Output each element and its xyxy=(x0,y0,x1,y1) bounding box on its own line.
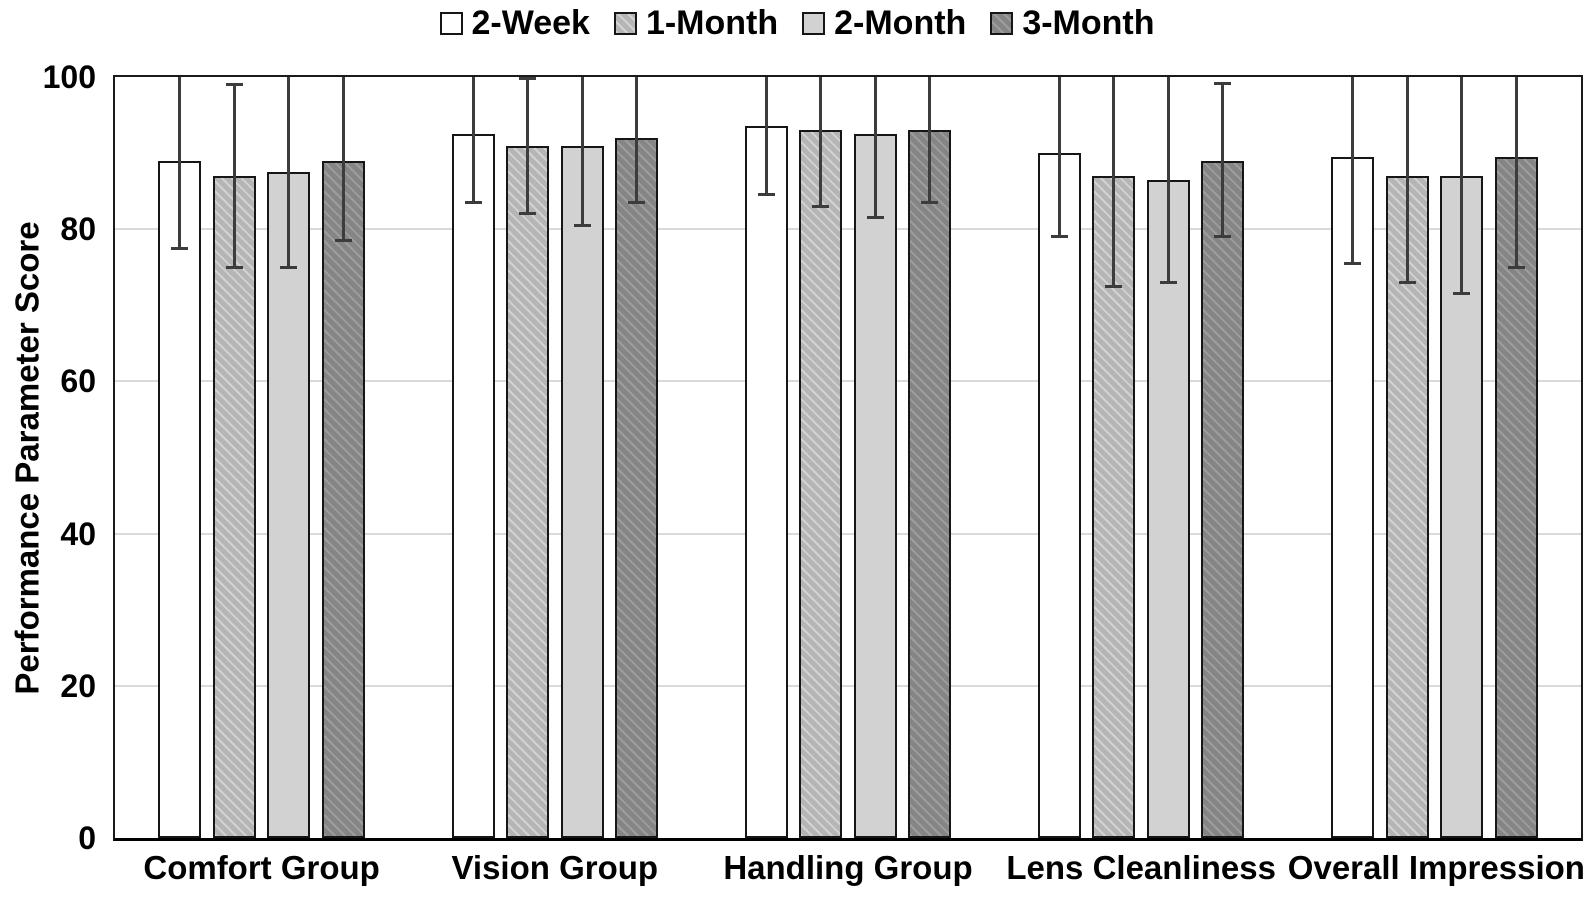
legend-label-1-month: 1-Month xyxy=(645,4,779,42)
error-cap-high-1-month-comfort-group xyxy=(225,83,243,87)
error-cap-low-3-month-lens-cleanliness xyxy=(1214,235,1232,239)
error-bar-3-month-lens-cleanliness xyxy=(1221,83,1225,237)
error-cap-high-1-month-vision-group xyxy=(519,77,537,81)
error-bar-1-month-handling-group xyxy=(819,77,823,207)
legend-item-2-week: 2-Week xyxy=(439,4,590,42)
error-bar-1-month-comfort-group xyxy=(232,84,236,268)
x-axis-label-overall-impression: Overall Impression xyxy=(1287,849,1585,886)
legend-item-2-month: 2-Month xyxy=(802,6,966,40)
error-bar-2-month-handling-group xyxy=(873,77,877,218)
bar-3-month-comfort-group xyxy=(321,160,365,838)
error-cap-low-2-week-comfort-group xyxy=(171,246,189,250)
error-bar-2-month-comfort-group xyxy=(287,77,291,268)
error-cap-low-3-month-handling-group xyxy=(921,201,939,205)
error-bar-2-month-vision-group xyxy=(580,77,584,226)
legend-label-2-week: 2-Week xyxy=(471,4,590,42)
error-cap-low-1-month-lens-cleanliness xyxy=(1105,284,1123,288)
bar-2-week-overall-impression xyxy=(1331,156,1375,838)
legend-item-1-month: 1-Month xyxy=(613,4,779,42)
error-cap-low-2-week-overall-impression xyxy=(1344,261,1362,265)
x-axis-label-comfort-group: Comfort Group xyxy=(143,849,380,886)
error-cap-low-2-month-lens-cleanliness xyxy=(1159,280,1177,284)
error-bar-3-month-comfort-group xyxy=(341,77,345,241)
error-bar-2-week-overall-impression xyxy=(1351,77,1355,264)
x-axis-label-vision-group: Vision Group xyxy=(451,849,659,886)
error-bar-1-month-overall-impression xyxy=(1405,77,1409,283)
error-bar-3-month-handling-group xyxy=(928,77,932,203)
legend-item-3-month: 3-Month xyxy=(990,4,1155,42)
legend-label-3-month: 3-Month xyxy=(1022,4,1155,42)
bar-2-week-vision-group xyxy=(451,134,495,838)
bar-2-week-lens-cleanliness xyxy=(1037,153,1081,838)
error-cap-low-2-month-overall-impression xyxy=(1453,292,1471,296)
y-axis-title: Performance Parameter Score xyxy=(9,220,46,695)
y-tick-label-40: 40 xyxy=(60,515,96,552)
error-cap-low-2-week-handling-group xyxy=(757,193,775,197)
gridline-20 xyxy=(115,684,1581,687)
legend-swatch-2-month xyxy=(802,11,826,35)
legend-swatch-2-week xyxy=(439,11,463,35)
y-tick-label-60: 60 xyxy=(60,363,96,400)
bar-1-month-handling-group xyxy=(799,130,843,838)
error-cap-low-3-month-vision-group xyxy=(628,201,646,205)
legend-swatch-1-month xyxy=(613,11,637,35)
bar-3-month-handling-group xyxy=(908,130,952,838)
bar-2-week-handling-group xyxy=(744,126,788,838)
y-axis-title-wrap: Performance Parameter Score xyxy=(0,77,56,838)
y-tick-label-0: 0 xyxy=(78,820,96,856)
bar-2-month-lens-cleanliness xyxy=(1146,179,1190,838)
gridline-80 xyxy=(115,228,1581,231)
error-bar-1-month-vision-group xyxy=(526,78,530,214)
error-cap-low-3-month-overall-impression xyxy=(1507,265,1525,269)
error-bar-2-week-comfort-group xyxy=(178,77,182,249)
legend-label-2-month: 2-Month xyxy=(834,4,967,42)
error-bar-2-week-handling-group xyxy=(764,77,768,195)
error-cap-low-3-month-comfort-group xyxy=(334,239,352,243)
bar-2-week-comfort-group xyxy=(158,160,202,838)
error-cap-low-1-month-overall-impression xyxy=(1398,280,1416,284)
bar-1-month-vision-group xyxy=(506,145,550,838)
legend: 2-Week 1-Month 2-Month 3-Month xyxy=(0,6,1594,40)
legend-swatch-3-month xyxy=(990,11,1014,35)
y-tick-label-20: 20 xyxy=(60,667,96,704)
error-bar-1-month-lens-cleanliness xyxy=(1112,77,1116,287)
y-tick-label-80: 80 xyxy=(60,211,96,248)
bar-2-month-handling-group xyxy=(853,134,897,838)
error-bar-3-month-vision-group xyxy=(635,77,639,203)
error-bar-2-month-lens-cleanliness xyxy=(1166,77,1170,283)
error-bar-3-month-overall-impression xyxy=(1514,77,1518,268)
plot-area xyxy=(113,75,1583,841)
error-cap-low-2-month-comfort-group xyxy=(280,265,298,269)
bar-3-month-lens-cleanliness xyxy=(1201,160,1245,838)
gridline-40 xyxy=(115,532,1581,535)
error-cap-low-1-month-comfort-group xyxy=(225,265,243,269)
error-cap-low-2-month-vision-group xyxy=(573,223,591,227)
error-bar-2-week-lens-cleanliness xyxy=(1057,77,1061,237)
bar-3-month-overall-impression xyxy=(1494,156,1538,838)
bar-2-month-comfort-group xyxy=(267,172,311,838)
x-axis-label-handling-group: Handling Group xyxy=(723,849,973,886)
bar-1-month-comfort-group xyxy=(212,175,256,838)
y-tick-label-100: 100 xyxy=(42,59,96,95)
error-bar-2-week-vision-group xyxy=(471,77,475,203)
error-cap-low-1-month-handling-group xyxy=(812,204,830,208)
error-cap-low-2-month-handling-group xyxy=(866,216,884,220)
error-bar-2-month-overall-impression xyxy=(1460,77,1464,294)
error-cap-low-1-month-vision-group xyxy=(519,212,537,216)
bar-3-month-vision-group xyxy=(615,137,659,838)
error-cap-low-2-week-vision-group xyxy=(464,201,482,205)
error-cap-high-3-month-lens-cleanliness xyxy=(1214,81,1232,85)
gridline-60 xyxy=(115,380,1581,383)
error-cap-low-2-week-lens-cleanliness xyxy=(1050,235,1068,239)
bar-2-month-vision-group xyxy=(560,145,604,838)
x-axis-label-lens-cleanliness: Lens Cleanliness xyxy=(1006,849,1276,886)
